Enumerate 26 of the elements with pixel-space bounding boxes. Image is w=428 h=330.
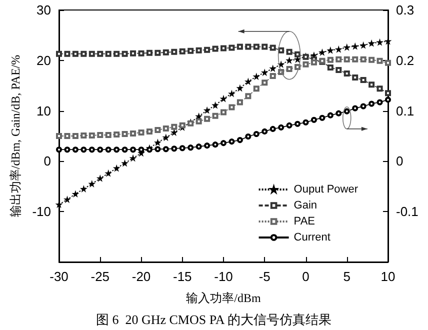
y-axis-title: 输出功率/dBm, Gain/dB, PAE/% <box>8 54 22 218</box>
legend-label: Gain <box>294 200 318 212</box>
y-tick-label: 20 <box>36 52 51 68</box>
x-tick-label: 0 <box>302 269 310 284</box>
y-tick-label: 10 <box>36 103 51 118</box>
x-tick-label: -15 <box>172 269 192 284</box>
y2-tick-label: -0.1 <box>396 204 418 220</box>
y2-tick-label: 0.3 <box>396 2 414 18</box>
legend-label: Current <box>294 232 330 244</box>
x-axis-title: 输入功率/dBm <box>186 291 262 305</box>
y2-tick-label: 0 <box>396 154 404 169</box>
y2-tick-label: 0.2 <box>396 52 414 68</box>
y-tick-label: 30 <box>36 2 51 18</box>
y-tick-label: -10 <box>32 204 51 220</box>
x-tick-label: -25 <box>90 269 110 284</box>
x-tick-label: 5 <box>343 269 350 284</box>
legend-label: PAE <box>294 216 315 228</box>
y2-tick-label: 0.1 <box>396 103 414 118</box>
x-tick-label: -30 <box>50 269 68 284</box>
x-tick-label: 10 <box>380 269 396 284</box>
y-tick-label: 0 <box>44 154 51 169</box>
x-tick-label: -5 <box>258 269 270 284</box>
x-tick-label: -20 <box>132 269 151 284</box>
x-tick-label: -10 <box>214 269 233 284</box>
caption: 图 6 20 GHz CMOS PA 的大信号仿真结果 <box>96 312 332 327</box>
legend-label: Ouput Power <box>294 184 358 196</box>
